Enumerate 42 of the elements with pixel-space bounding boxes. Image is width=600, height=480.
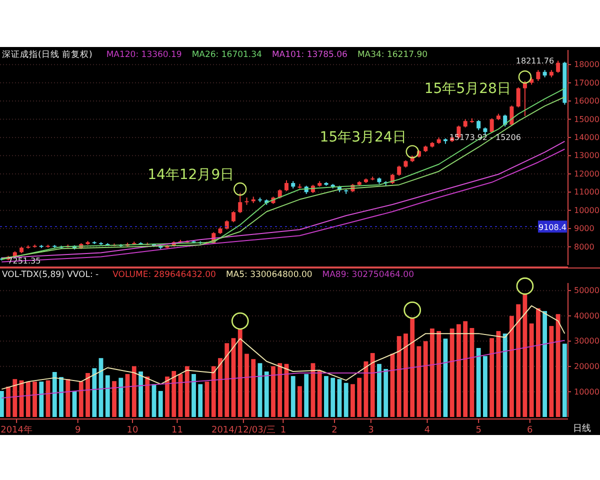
ref-line-label: 9108.4 <box>538 223 566 232</box>
x-tick-label: 5 <box>476 425 482 436</box>
y-tick-label: 10000 <box>574 206 600 215</box>
text: MA34: 16217.90 <box>357 50 428 60</box>
x-tick-label: 2014/12/03/三 <box>211 425 276 436</box>
x-tick-label: 9 <box>74 425 81 436</box>
y-tick-label: 50000 <box>574 286 600 296</box>
chart-title: 深证成指(日线 前复权) <box>2 49 92 60</box>
x-tick-label: 1 <box>280 425 286 436</box>
y-tick-label: 8000 <box>574 242 594 252</box>
text: VOLUME: 289646432.00 <box>112 270 216 280</box>
x-tick-label: 2 <box>332 425 338 436</box>
y-tick-label: 11000 <box>574 188 600 197</box>
y-tick-label: 13000 <box>574 151 600 160</box>
y-tick-label: 20000 <box>574 362 600 371</box>
chart-title: VOL-TDX(5,89) VVOL: - <box>2 270 99 280</box>
annotation: 18211.76 <box>516 56 554 66</box>
annotation: 15年5月28日 <box>424 80 511 97</box>
annotation: 15年3月24日 <box>320 130 406 146</box>
text: MA26: 16701.34 <box>192 50 262 60</box>
y-tick-label: 14000 <box>574 133 600 142</box>
text: MA120: 13360.19 <box>106 50 182 60</box>
text: MA89: 302750464.00 <box>322 270 414 280</box>
text: 日线 <box>573 423 591 434</box>
y-tick-label: 18000 <box>574 60 600 70</box>
x-tick-label: 3 <box>368 425 374 436</box>
y-tick-label: 17000 <box>574 78 600 88</box>
x-tick-label: 2014年 <box>0 424 33 436</box>
y-tick-label: 12000 <box>574 169 600 178</box>
x-tick-label: 10 <box>126 425 138 436</box>
annotation: 14年12月9日 <box>148 167 234 184</box>
text: MA5: 330064800.00 <box>226 270 312 280</box>
y-tick-label: 10000 <box>574 387 600 396</box>
x-tick-label: 4 <box>424 425 430 436</box>
y-tick-label: 9000 <box>574 224 594 234</box>
y-tick-label: 40000 <box>574 311 600 320</box>
y-tick-label: 16000 <box>574 96 600 106</box>
x-tick-label: 6 <box>527 425 534 436</box>
text: MA101: 13785.06 <box>272 50 348 60</box>
x-tick-label: 11 <box>171 425 183 436</box>
y-tick-label: 30000 <box>574 336 600 346</box>
y-tick-label: 15000 <box>574 114 600 124</box>
